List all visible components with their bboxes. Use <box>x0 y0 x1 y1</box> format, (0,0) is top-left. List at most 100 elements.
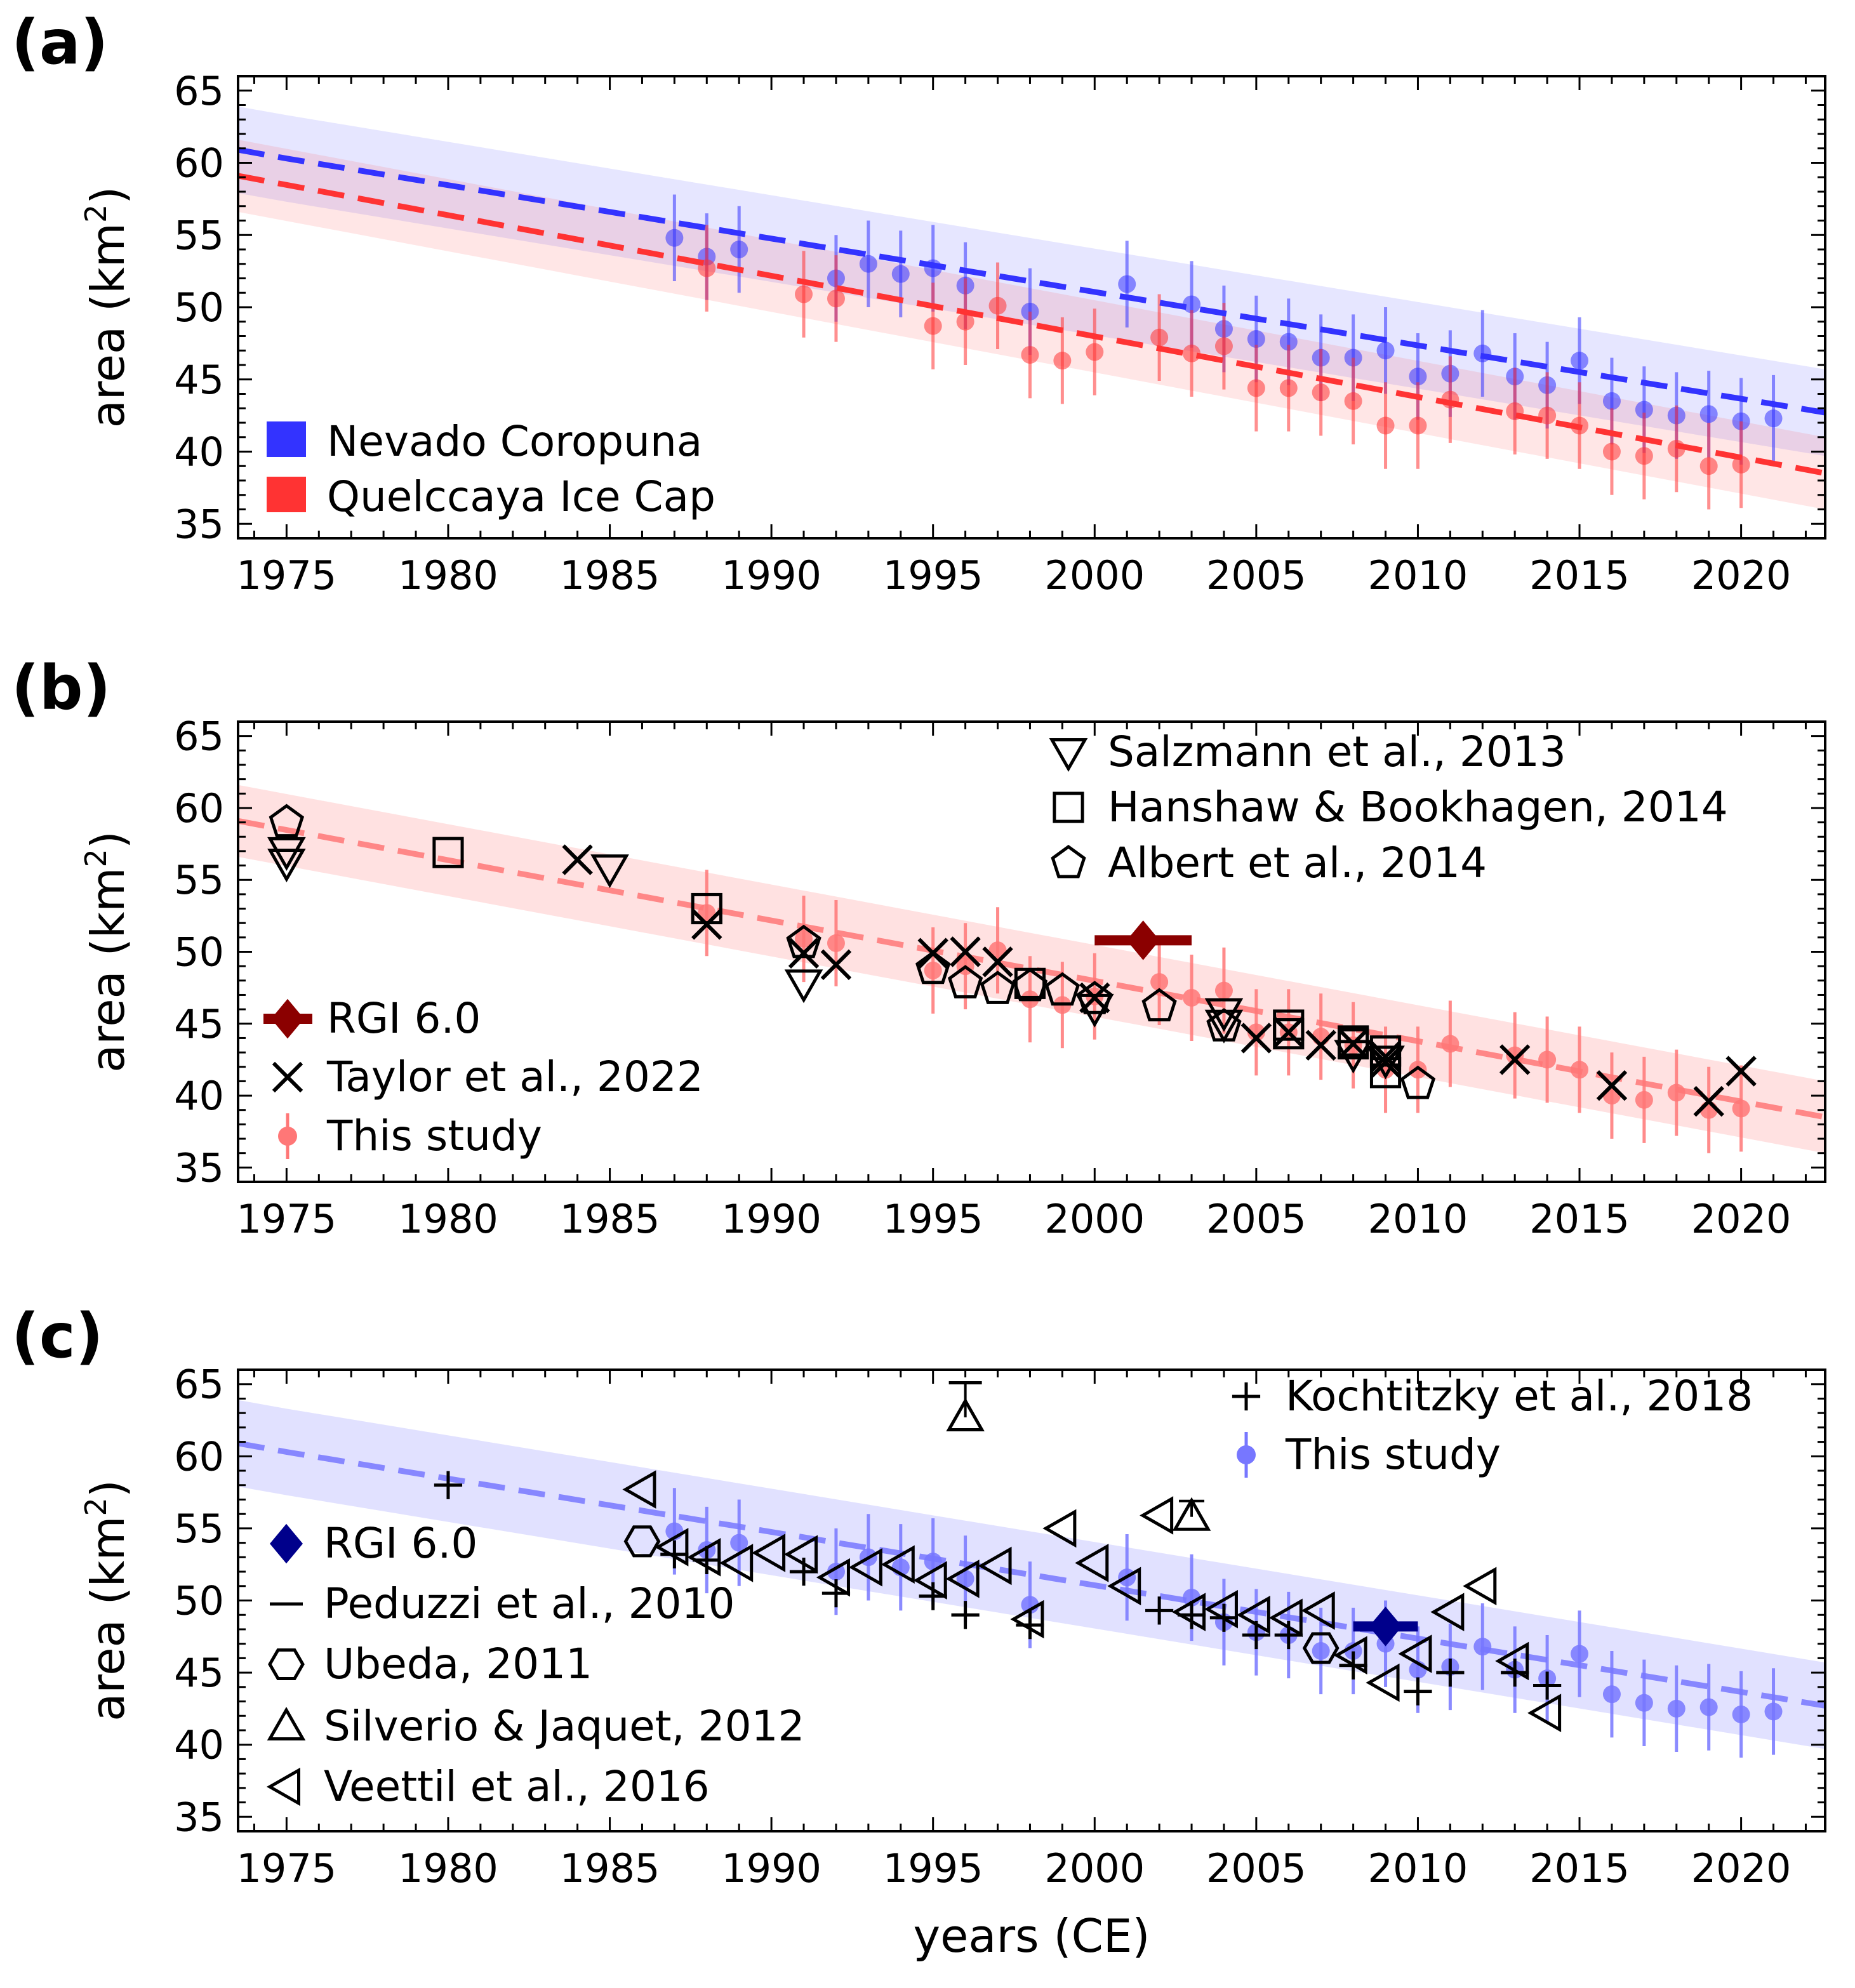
data-point <box>1183 989 1201 1007</box>
data-point <box>827 934 845 952</box>
legend-marker <box>266 1767 300 1806</box>
y-tick-label: 40 <box>174 1073 224 1119</box>
legend-marker <box>278 1127 297 1146</box>
trend-line <box>238 147 1825 416</box>
data-point <box>1344 392 1362 410</box>
x-tick-label: 1980 <box>398 1196 498 1242</box>
trend-line <box>238 173 1825 477</box>
data-point <box>1602 392 1621 410</box>
x-tick-label: 2010 <box>1368 552 1468 599</box>
legend-label: This study <box>1285 1430 1501 1479</box>
data-point <box>1699 405 1718 423</box>
data-point <box>1312 1642 1330 1660</box>
data-point <box>859 255 877 273</box>
legend-label: RGI 6.0 <box>324 1519 477 1568</box>
data-point <box>1667 1699 1685 1718</box>
data-point <box>1305 1030 1336 1061</box>
data-point <box>1495 1641 1529 1681</box>
x-tick-label: 1990 <box>721 552 821 599</box>
data-point <box>1183 1588 1201 1607</box>
series-silverio-jaquet-2012 <box>946 1381 1211 1531</box>
data-point <box>1571 1645 1589 1663</box>
series-rgi-6-0 <box>1353 1607 1418 1647</box>
data-point <box>1764 1702 1783 1721</box>
data-point <box>1732 1705 1750 1723</box>
data-point <box>1021 1596 1039 1614</box>
data-point <box>590 854 629 889</box>
x-tick-label: 2005 <box>1206 552 1306 599</box>
legend-label: Quelccaya Ice Cap <box>327 472 715 521</box>
data-point <box>784 969 823 1004</box>
data-point <box>1596 1070 1628 1101</box>
data-point <box>730 1534 748 1552</box>
data-point <box>913 1561 947 1600</box>
x-axis-label: years (CE) <box>914 1909 1150 1963</box>
legend-label: Hanshaw & Bookhagen, 2014 <box>1108 783 1728 832</box>
legend-marker <box>272 1061 303 1093</box>
data-point <box>917 938 948 969</box>
data-point <box>1635 401 1653 419</box>
y-axis-label-close: ) <box>81 831 135 849</box>
x-tick-label: 1985 <box>560 1845 660 1892</box>
data-point <box>1279 379 1298 397</box>
series-veettil-et-al-2016 <box>622 1470 1562 1733</box>
data-point <box>1268 1598 1303 1638</box>
x-tick-label: 1985 <box>560 1196 660 1242</box>
y-tick-label: 50 <box>174 284 224 331</box>
data-point <box>1240 1023 1272 1054</box>
data-point <box>432 837 464 868</box>
x-tick-label: 2015 <box>1529 1196 1630 1242</box>
data-point <box>1312 383 1330 402</box>
data-point <box>1150 973 1169 991</box>
data-point <box>978 1546 1012 1586</box>
legend-swatch <box>267 477 306 512</box>
data-point <box>1571 352 1589 370</box>
y-axis-label-close: ) <box>81 1480 135 1497</box>
legend-label: Albert et al., 2014 <box>1108 838 1487 887</box>
data-point <box>1376 416 1395 435</box>
y-axis-label: area (km2) <box>79 187 135 428</box>
data-point <box>795 930 813 948</box>
data-point <box>1010 1600 1044 1639</box>
data-point <box>1333 1636 1367 1675</box>
data-point <box>816 1558 850 1597</box>
legend-label: Veettil et al., 2016 <box>324 1762 710 1811</box>
legend-marker <box>268 1648 305 1680</box>
y-tick-label: 55 <box>174 857 224 903</box>
data-point <box>946 1397 985 1431</box>
data-point <box>1107 1567 1141 1606</box>
y-tick-label: 50 <box>174 929 224 976</box>
legend-label: Taylor et al., 2022 <box>326 1052 703 1101</box>
y-axis-label: area (km2) <box>79 1480 135 1721</box>
data-point <box>1699 457 1718 475</box>
trend-line <box>238 818 1825 1120</box>
data-point <box>752 1534 786 1572</box>
x-tick-label: 2000 <box>1044 552 1145 599</box>
legend-marker <box>267 1706 306 1740</box>
legend-label: RGI 6.0 <box>327 994 481 1043</box>
y-axis-label-main: area (km <box>81 868 135 1073</box>
panel-label: (b) <box>11 653 110 724</box>
x-tick-label: 1990 <box>721 1845 821 1892</box>
data-point <box>827 289 845 308</box>
data-point <box>891 265 910 283</box>
data-point <box>1236 1595 1270 1634</box>
data-point <box>1764 409 1783 428</box>
y-tick-label: 35 <box>174 1794 224 1840</box>
data-point <box>1409 368 1427 386</box>
data-point <box>1538 406 1557 425</box>
legend-marker <box>1237 1445 1256 1464</box>
data-point <box>1273 1018 1305 1050</box>
data-point <box>665 229 684 247</box>
x-tick-label: 2000 <box>1044 1845 1145 1892</box>
data-point <box>982 946 1013 977</box>
y-tick-label: 45 <box>174 357 224 403</box>
data-point <box>1172 1497 1211 1531</box>
x-tick-label: 2010 <box>1368 1845 1468 1892</box>
rgi-marker <box>1369 1607 1402 1647</box>
data-point <box>1273 1017 1305 1048</box>
data-point <box>848 1547 882 1587</box>
y-tick-label: 60 <box>174 1433 224 1480</box>
legend: Salzmann et al., 2013 Hanshaw & Bookhagen… <box>263 727 1728 1160</box>
